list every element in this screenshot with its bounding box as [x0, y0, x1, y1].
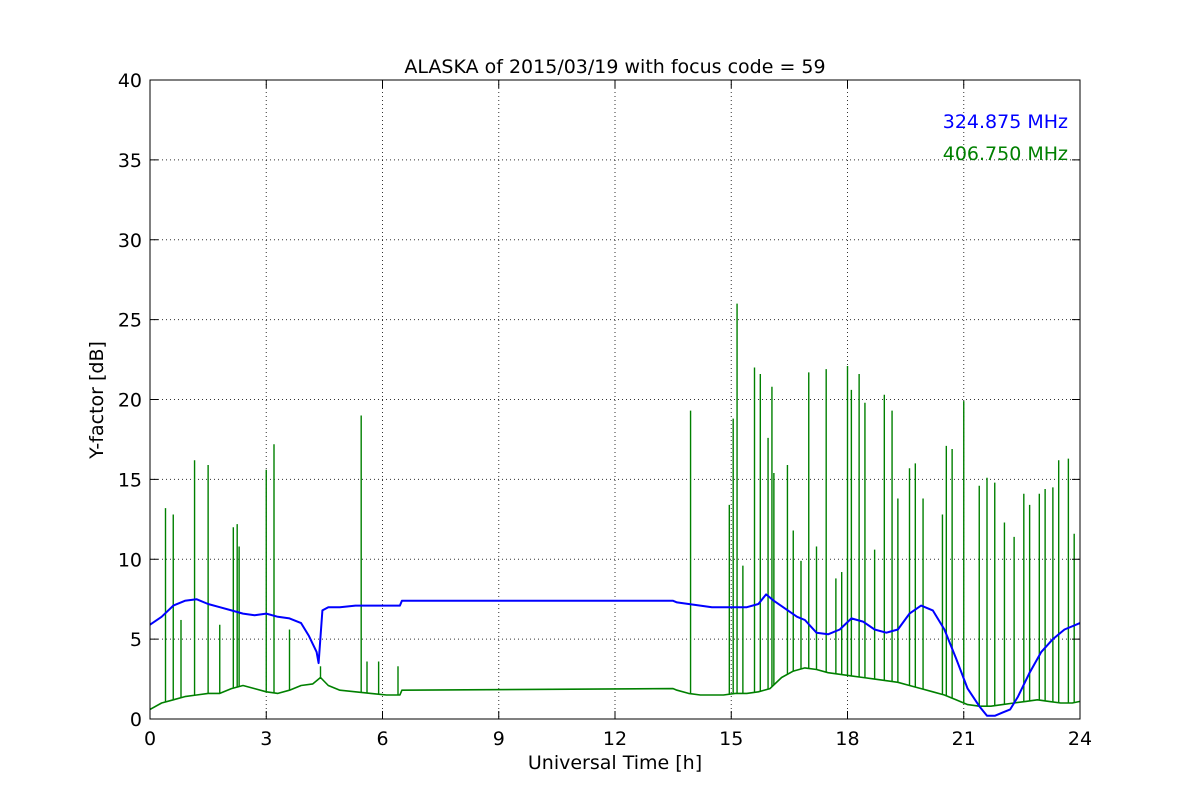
x-tick-label: 12	[603, 728, 627, 750]
x-tick-label: 15	[719, 728, 743, 750]
y-axis-label: Y-factor [dB]	[86, 341, 108, 460]
y-tick-label: 30	[118, 230, 142, 252]
x-tick-label: 6	[376, 728, 388, 750]
x-axis-label: Universal Time [h]	[528, 752, 702, 774]
y-tick-label: 0	[130, 709, 142, 731]
y-tick-layer: 0 5 10 15 20 25 30 35 40	[118, 70, 1080, 731]
y-tick-label: 40	[118, 70, 142, 92]
legend-entry-406-750-mhz: 406.750 MHz	[943, 143, 1068, 165]
series-layer	[149, 303, 1081, 717]
y-tick-label: 20	[118, 390, 142, 412]
series-line-324-875-mhz	[149, 593, 1081, 717]
x-tick-layer: 0 3 6 9 12 15 18 21 24	[144, 80, 1092, 750]
y-tick-label: 15	[118, 469, 142, 491]
x-tick-label: 24	[1068, 728, 1092, 750]
x-tick-label: 21	[952, 728, 976, 750]
y-tick-label: 10	[118, 549, 142, 571]
y-tick-label: 5	[130, 629, 142, 651]
series-line-406-750-mhz	[149, 667, 1081, 711]
x-tick-label: 9	[493, 728, 505, 750]
y-tick-label: 25	[118, 310, 142, 332]
chart-title: ALASKA of 2015/03/19 with focus code = 5…	[404, 56, 825, 78]
x-tick-label: 18	[835, 728, 859, 750]
x-tick-label: 0	[144, 728, 156, 750]
y-tick-label: 35	[118, 150, 142, 172]
legend-entry-324-875-mhz: 324.875 MHz	[943, 111, 1068, 133]
x-tick-label: 3	[260, 728, 272, 750]
